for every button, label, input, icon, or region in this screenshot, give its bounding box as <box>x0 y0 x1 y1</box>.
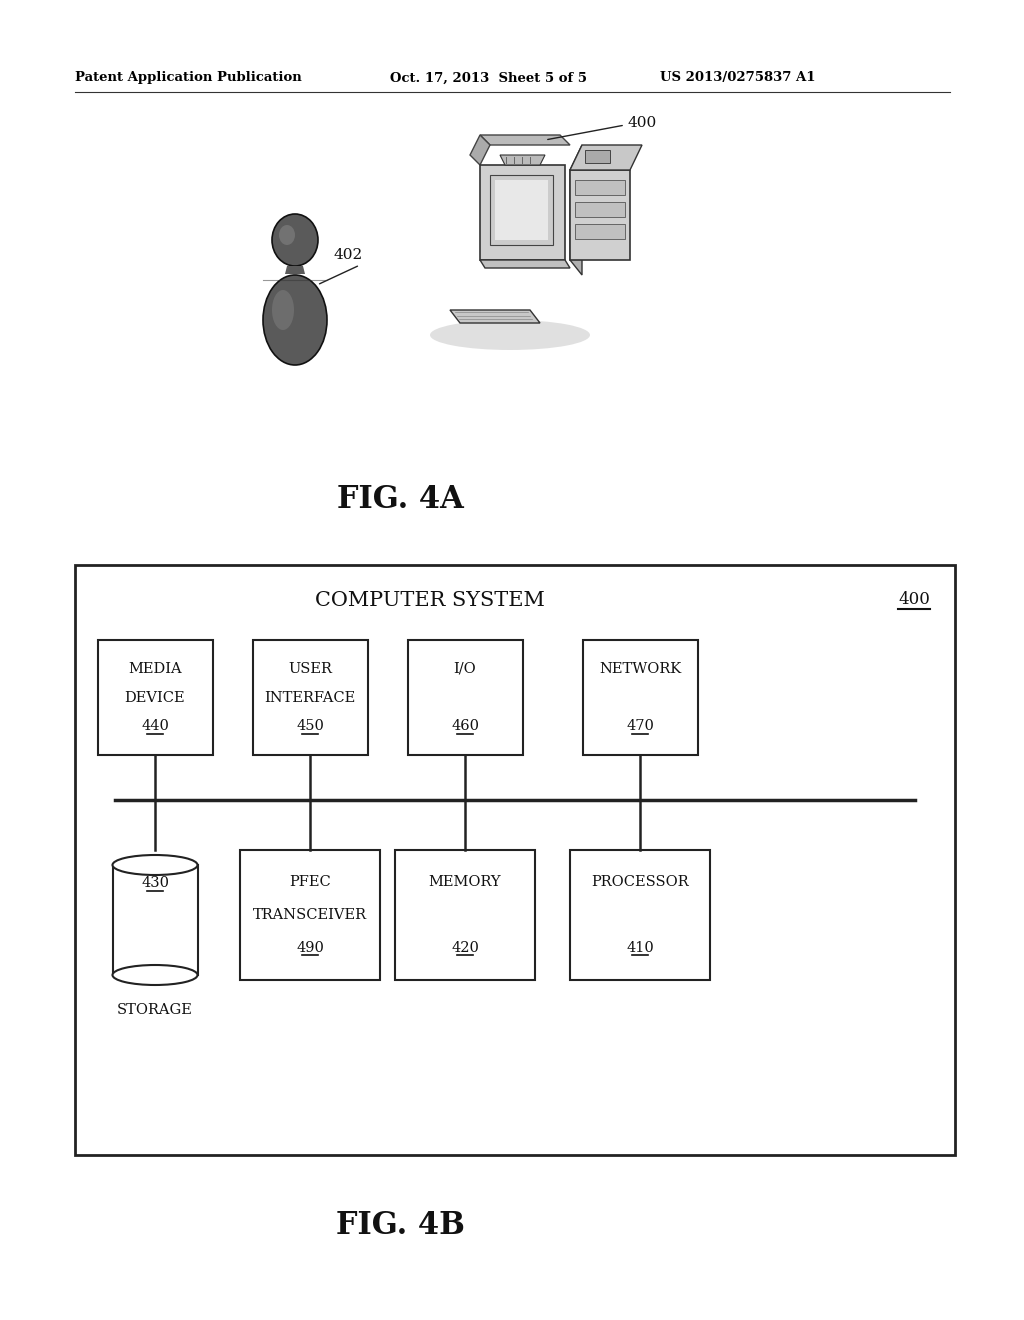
Polygon shape <box>470 135 490 165</box>
Polygon shape <box>575 224 625 239</box>
Polygon shape <box>480 260 570 268</box>
Polygon shape <box>500 154 545 165</box>
Text: FIG. 4B: FIG. 4B <box>336 1209 465 1241</box>
Text: 400: 400 <box>898 591 930 609</box>
Ellipse shape <box>430 319 590 350</box>
Text: I/O: I/O <box>454 661 476 676</box>
Text: NETWORK: NETWORK <box>599 661 681 676</box>
Text: 410: 410 <box>626 940 654 954</box>
Polygon shape <box>490 176 553 246</box>
Text: STORAGE: STORAGE <box>117 1003 193 1016</box>
Polygon shape <box>113 865 198 975</box>
Polygon shape <box>480 135 570 145</box>
Ellipse shape <box>279 224 295 246</box>
Text: US 2013/0275837 A1: US 2013/0275837 A1 <box>660 71 815 84</box>
Text: MEMORY: MEMORY <box>429 875 502 890</box>
Polygon shape <box>450 310 540 323</box>
Text: INTERFACE: INTERFACE <box>264 690 355 705</box>
Text: 490: 490 <box>296 940 324 954</box>
Text: 450: 450 <box>296 719 324 733</box>
FancyBboxPatch shape <box>240 850 380 979</box>
Ellipse shape <box>272 290 294 330</box>
Polygon shape <box>585 150 610 162</box>
Text: USER: USER <box>288 661 332 676</box>
Text: Patent Application Publication: Patent Application Publication <box>75 71 302 84</box>
Text: 460: 460 <box>451 719 479 733</box>
Polygon shape <box>285 267 305 275</box>
FancyBboxPatch shape <box>75 565 955 1155</box>
Ellipse shape <box>263 275 327 366</box>
Text: 420: 420 <box>451 940 479 954</box>
Text: MEDIA: MEDIA <box>128 661 182 676</box>
Text: COMPUTER SYSTEM: COMPUTER SYSTEM <box>315 590 545 610</box>
Text: 440: 440 <box>141 719 169 733</box>
Text: PFEC: PFEC <box>289 875 331 890</box>
Polygon shape <box>575 202 625 216</box>
Text: PROCESSOR: PROCESSOR <box>591 875 689 890</box>
FancyBboxPatch shape <box>408 640 522 755</box>
Polygon shape <box>480 165 565 260</box>
Polygon shape <box>570 145 642 170</box>
FancyBboxPatch shape <box>97 640 213 755</box>
Text: TRANSCEIVER: TRANSCEIVER <box>253 908 367 921</box>
Polygon shape <box>495 180 548 240</box>
FancyBboxPatch shape <box>395 850 535 979</box>
Polygon shape <box>570 170 630 260</box>
Ellipse shape <box>113 965 198 985</box>
Text: Oct. 17, 2013  Sheet 5 of 5: Oct. 17, 2013 Sheet 5 of 5 <box>390 71 587 84</box>
Ellipse shape <box>113 855 198 875</box>
FancyBboxPatch shape <box>570 850 710 979</box>
Text: 430: 430 <box>141 876 169 890</box>
Text: DEVICE: DEVICE <box>125 690 185 705</box>
Polygon shape <box>570 145 582 275</box>
Text: 470: 470 <box>626 719 654 733</box>
Ellipse shape <box>272 214 318 267</box>
FancyBboxPatch shape <box>583 640 697 755</box>
Text: 400: 400 <box>628 116 657 129</box>
FancyBboxPatch shape <box>253 640 368 755</box>
Text: FIG. 4A: FIG. 4A <box>337 484 464 516</box>
Text: 402: 402 <box>333 248 362 261</box>
Polygon shape <box>575 180 625 195</box>
